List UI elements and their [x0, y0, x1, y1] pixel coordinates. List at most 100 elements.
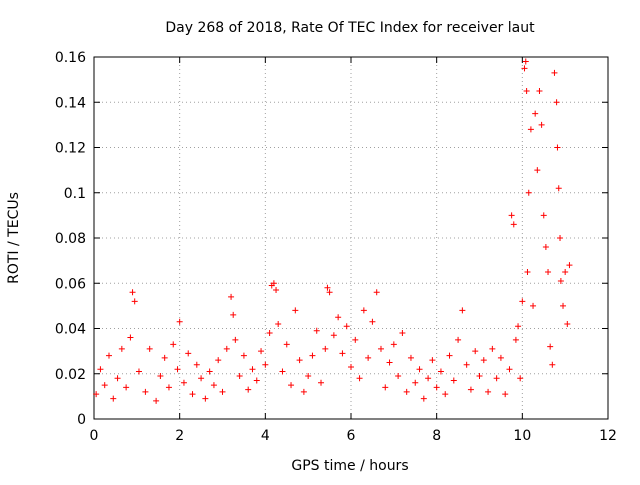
x-tick-label: 12: [599, 428, 617, 444]
data-point: [300, 388, 307, 395]
data-point: [425, 375, 432, 382]
y-tick-label: 0.08: [55, 231, 86, 247]
data-point: [348, 363, 354, 370]
data-point: [429, 357, 436, 364]
data-point: [322, 345, 329, 352]
data-point: [185, 350, 192, 357]
data-point: [180, 379, 187, 386]
data-point: [555, 185, 562, 192]
data-point: [135, 368, 142, 375]
data-point: [534, 167, 541, 174]
data-point: [335, 314, 342, 321]
data-point: [560, 302, 567, 309]
x-tick-label: 0: [90, 428, 99, 444]
data-point: [455, 336, 462, 343]
data-point: [157, 373, 164, 380]
data-point: [288, 382, 295, 389]
data-point: [515, 323, 522, 330]
data-point: [202, 395, 209, 402]
data-point: [545, 268, 552, 275]
data-point: [324, 284, 331, 291]
data-point: [485, 388, 492, 395]
data-point: [101, 382, 108, 389]
data-point: [442, 391, 449, 398]
data-point: [446, 352, 453, 359]
x-tick-label: 2: [175, 428, 184, 444]
data-point: [249, 366, 256, 373]
data-point: [210, 382, 217, 389]
data-point: [275, 320, 282, 327]
data-point: [292, 307, 299, 314]
x-tick-label: 4: [261, 428, 270, 444]
data-point: [377, 345, 384, 352]
data-points: [93, 58, 573, 404]
data-point: [118, 345, 125, 352]
data-point: [407, 354, 414, 361]
data-point: [129, 289, 136, 296]
data-point: [206, 368, 213, 375]
data-point: [97, 366, 104, 373]
data-point: [326, 289, 333, 296]
data-point: [330, 332, 337, 339]
data-point: [554, 144, 561, 151]
data-point: [480, 357, 487, 364]
data-point: [489, 345, 496, 352]
data-point: [433, 384, 440, 391]
data-point: [459, 307, 466, 314]
data-point: [245, 386, 252, 393]
data-point: [527, 126, 534, 133]
y-tick-label: 0.12: [55, 141, 86, 157]
data-point: [467, 386, 474, 393]
data-point: [542, 244, 549, 251]
data-point: [131, 298, 138, 305]
data-point: [512, 336, 519, 343]
data-point: [420, 395, 427, 402]
data-point: [228, 293, 235, 300]
data-point: [493, 375, 500, 382]
y-tick-label: 0.1: [64, 186, 86, 202]
data-point: [360, 307, 367, 314]
data-point: [258, 348, 265, 355]
data-point: [161, 354, 168, 361]
data-point: [524, 268, 531, 275]
data-point: [352, 336, 359, 343]
data-point: [532, 110, 539, 117]
data-point: [502, 391, 509, 398]
data-point: [253, 377, 260, 384]
data-point: [114, 375, 121, 382]
y-tick-label: 0.02: [55, 367, 86, 383]
data-point: [309, 352, 316, 359]
data-point: [382, 384, 389, 391]
data-point: [386, 359, 393, 366]
data-point: [215, 357, 222, 364]
data-point: [283, 341, 290, 348]
data-point: [356, 375, 363, 382]
data-point: [313, 327, 320, 334]
data-point: [510, 221, 517, 228]
x-tick-label: 6: [347, 428, 356, 444]
data-point: [219, 388, 226, 395]
data-point: [176, 318, 183, 325]
data-point: [557, 235, 564, 241]
data-point: [123, 384, 130, 391]
data-point: [519, 298, 526, 305]
data-point: [153, 397, 160, 404]
data-point: [189, 391, 196, 398]
data-point: [416, 366, 423, 373]
y-tick-label: 0.16: [55, 50, 86, 66]
data-point: [476, 373, 483, 380]
data-point: [551, 69, 558, 76]
data-point: [105, 352, 112, 359]
data-point: [266, 330, 273, 337]
x-tick-label: 10: [513, 428, 531, 444]
data-point: [193, 361, 200, 368]
data-point: [279, 368, 286, 375]
data-point: [373, 289, 380, 296]
data-point: [508, 212, 515, 219]
data-point: [240, 352, 247, 359]
data-point: [230, 311, 237, 318]
data-point: [232, 336, 239, 343]
data-point: [223, 345, 230, 352]
